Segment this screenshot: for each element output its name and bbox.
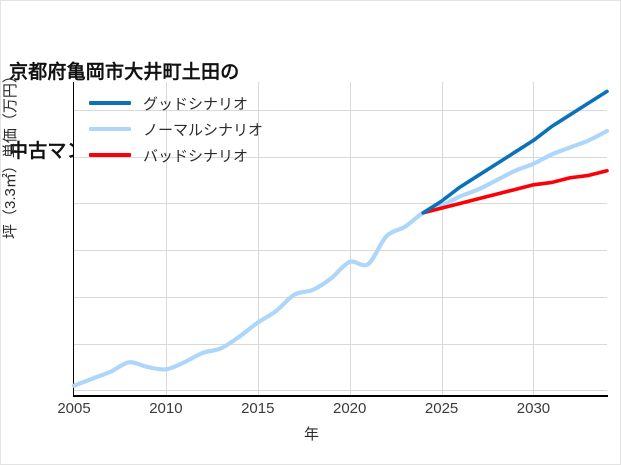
gridline-y-80 [74,343,607,345]
series-line-good [421,89,609,215]
plot-area-wrapper [71,82,610,395]
legend-label-bad: バッドシナリオ [143,147,249,165]
legend-swatch-bad [89,153,131,157]
gridline-y-180 [74,110,607,112]
x-tick-2025: 2025 [424,400,459,417]
legend-swatch-good [89,101,131,105]
legend-item-good[interactable]: グッドシナリオ [89,90,319,116]
legend-label-normal: ノーマルシナリオ [143,121,264,139]
chart-title-line-1: 京都府亀岡市大井町土田の [9,62,240,84]
gridline-y-160 [74,156,607,158]
gridline-y-60 [74,390,607,392]
x-tick-2030: 2030 [516,400,551,417]
x-tick-2020: 2020 [333,400,367,417]
chart-lines [71,89,610,388]
gridline-y-100 [74,296,607,298]
gridline-x-2030 [533,82,535,395]
x-axis-line [73,395,608,397]
legend-label-good: グッドシナリオ [143,95,249,113]
x-tick-2005: 2005 [57,400,91,417]
chart-legend: グッドシナリオ ノーマルシナリオ バッドシナリオ [89,90,319,168]
legend-item-normal[interactable]: ノーマルシナリオ [89,116,319,142]
series-line-bad [421,168,609,215]
y-axis-label: 坪（3.3㎡）単価（万円） [2,68,19,239]
x-tick-2015: 2015 [241,400,275,417]
plot-area [71,82,610,395]
gridline-x-2015 [257,82,259,395]
gridline-x-2025 [441,82,443,395]
x-tick-2010: 2010 [149,400,183,417]
series-line-normal [71,128,610,388]
gridline-x-2020 [349,82,351,395]
legend-swatch-normal [89,127,131,131]
gridline-y-120 [74,250,607,252]
legend-item-bad[interactable]: バッドシナリオ [89,142,319,168]
x-axis-label: 年 [303,426,319,443]
gridline-y-140 [74,203,607,205]
gridline-x-2010 [165,82,167,395]
